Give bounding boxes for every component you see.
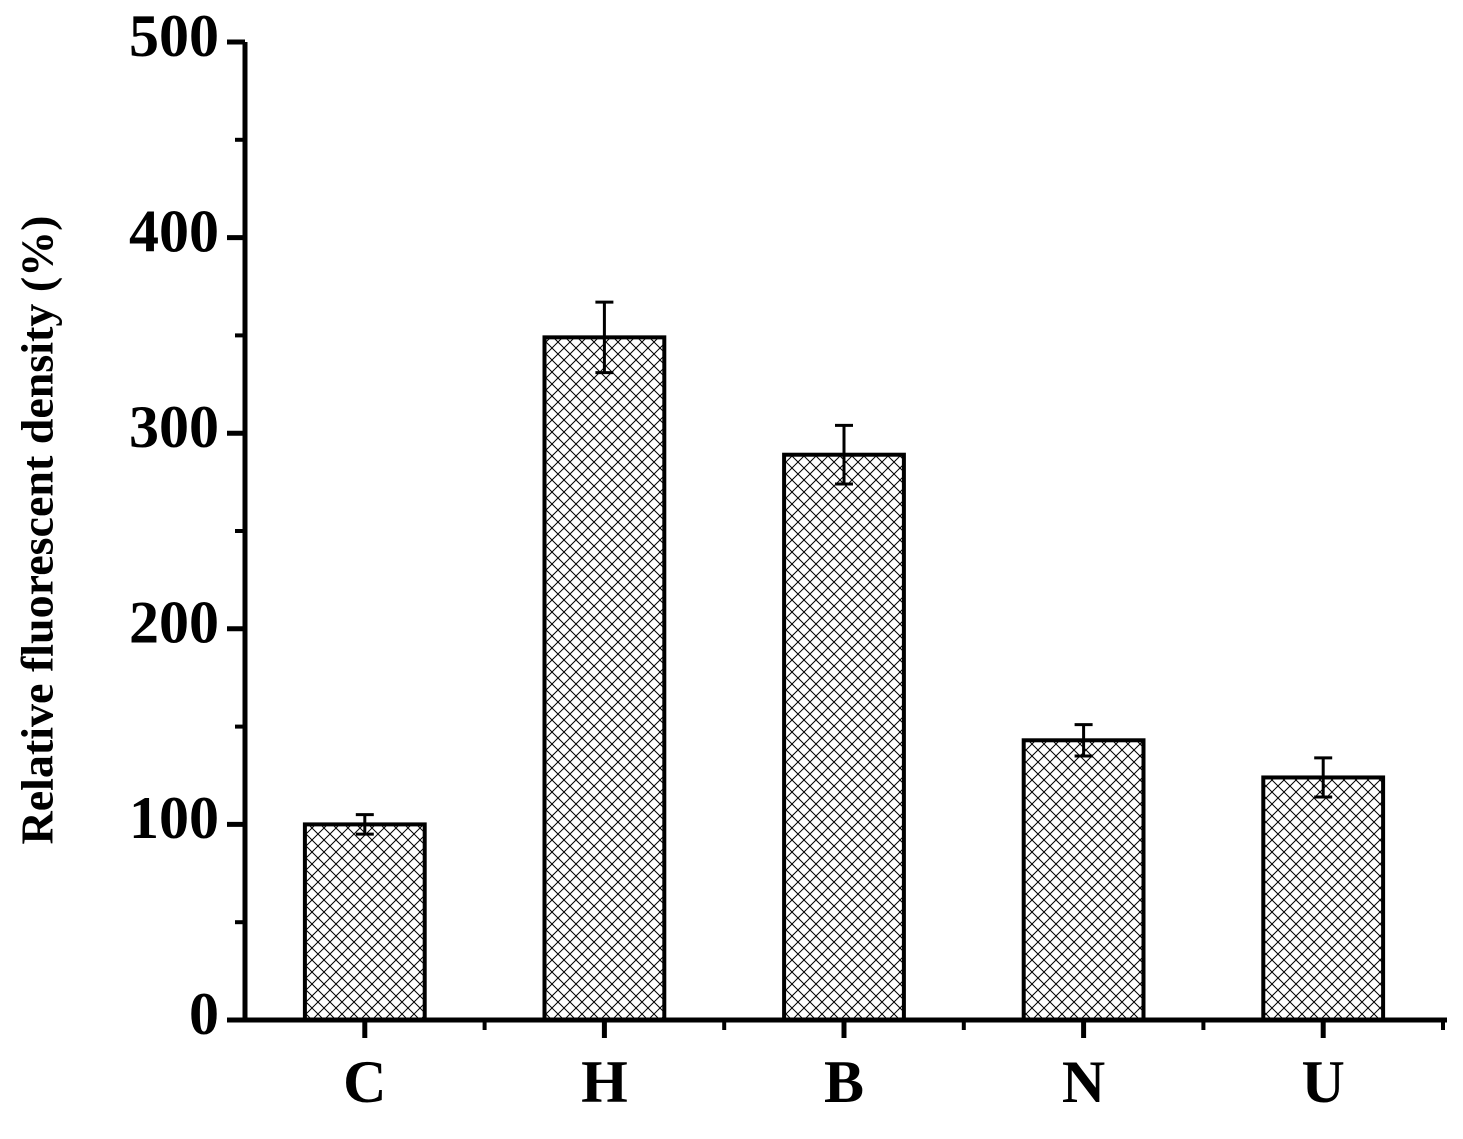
- x-tick-label: H: [581, 1049, 628, 1115]
- x-tick-label: U: [1302, 1049, 1345, 1115]
- y-tick-label: 0: [189, 981, 219, 1047]
- x-tick-label: C: [343, 1049, 386, 1115]
- x-tick-label: B: [824, 1049, 864, 1115]
- y-tick-label: 300: [129, 394, 219, 460]
- bar: [1261, 775, 1386, 1022]
- y-tick-label: 100: [129, 785, 219, 851]
- x-tick-label: N: [1062, 1049, 1105, 1115]
- y-tick-label: 400: [129, 198, 219, 264]
- y-tick-label: 500: [129, 3, 219, 69]
- bar: [302, 822, 427, 1023]
- y-tick-label: 200: [129, 590, 219, 656]
- y-axis-title: Relative fluorescent density (%): [12, 216, 63, 845]
- bar: [782, 452, 906, 1022]
- bar: [1021, 738, 1146, 1022]
- bar: [542, 335, 667, 1022]
